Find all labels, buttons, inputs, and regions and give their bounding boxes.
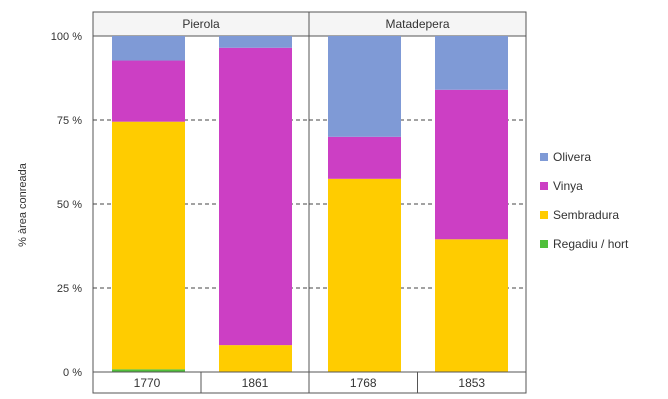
- bar-segment-regadiu-hort: [112, 369, 185, 372]
- legend-label: Vinya: [553, 179, 583, 193]
- y-tick-label: 50 %: [57, 199, 82, 211]
- panel-header: [92, 11, 310, 37]
- y-tick-label: 100 %: [51, 31, 82, 43]
- panel-pierola: Pierola 1770 1861: [92, 11, 310, 394]
- x-category-label: 1853: [458, 376, 485, 390]
- legend-swatch: [540, 240, 548, 248]
- x-category-label: 1770: [134, 376, 161, 390]
- legend-label: Regadiu / hort: [553, 237, 629, 251]
- x-category-cell: [417, 371, 527, 394]
- bar-segment-olivera: [112, 36, 185, 61]
- legend-label: Olivera: [553, 150, 591, 164]
- legend-item: Vinya: [540, 179, 583, 193]
- y-tick-label: 0 %: [63, 367, 82, 379]
- bar-segment-sembradura: [328, 178, 401, 372]
- bar-segment-vinya: [435, 89, 508, 240]
- y-tick-label: 25 %: [57, 283, 82, 295]
- x-category-label: 1861: [242, 376, 269, 390]
- y-axis-ticks: 0 % 25 % 50 % 75 % 100 %: [51, 31, 82, 379]
- panel-title: Matadepera: [385, 17, 449, 31]
- bar-segment-sembradura: [435, 239, 508, 372]
- bar-segment-olivera: [328, 36, 401, 137]
- legend-item: Regadiu / hort: [540, 237, 629, 251]
- panel-header: [308, 11, 527, 37]
- bar-segment-sembradura: [219, 345, 292, 372]
- legend-swatch: [540, 211, 548, 219]
- x-category-label: 1768: [350, 376, 377, 390]
- bar-segment-olivera: [435, 36, 508, 90]
- panel-title: Pierola: [182, 17, 220, 31]
- legend-swatch: [540, 153, 548, 161]
- bar-segment-sembradura: [112, 121, 185, 370]
- legend-label: Sembradura: [553, 208, 619, 222]
- legend-item: Sembradura: [540, 208, 619, 222]
- bar-segment-olivera: [219, 36, 292, 48]
- chart-panels: Pierola 1770 1861 Matadepera 1768 1853: [92, 11, 527, 394]
- legend-swatch: [540, 182, 548, 190]
- bar-segment-vinya: [219, 47, 292, 346]
- panel-matadepera: Matadepera 1768 1853: [308, 11, 527, 394]
- chart-legend: Olivera Vinya Sembradura Regadiu / hort: [540, 150, 629, 251]
- y-tick-label: 75 %: [57, 115, 82, 127]
- legend-item: Olivera: [540, 150, 591, 164]
- bar-segment-vinya: [328, 136, 401, 179]
- bar-segment-vinya: [112, 60, 185, 122]
- y-axis-label: % àrea conreada: [17, 162, 29, 247]
